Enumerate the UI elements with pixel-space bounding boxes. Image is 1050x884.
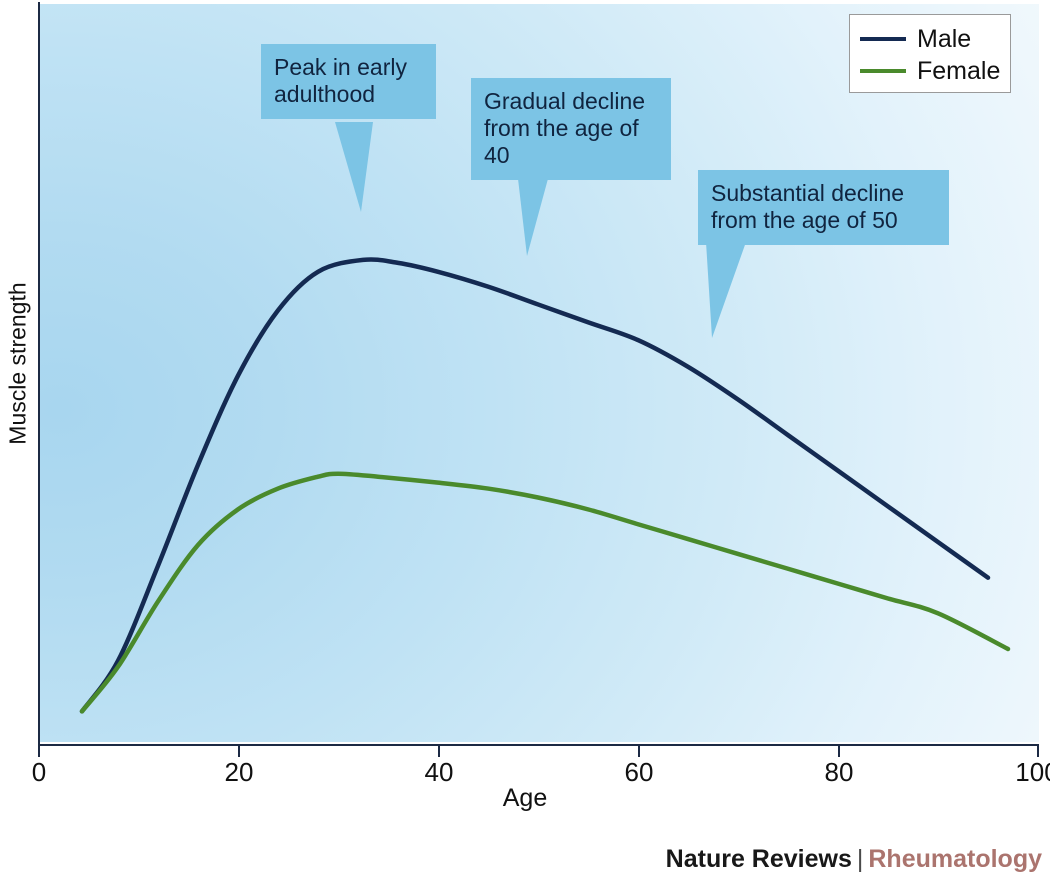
- x-tick-label-60: 60: [624, 757, 654, 787]
- callout-tail-3: [706, 242, 746, 338]
- x-axis-title: Age: [502, 784, 548, 812]
- annotation-line-1b: adulthood: [274, 80, 376, 107]
- legend-item-female: Female: [860, 55, 1000, 87]
- annotation-text-1: Peak in early adulthood: [261, 44, 436, 119]
- x-tick-mark-100: [1037, 746, 1039, 757]
- x-tick-mark-20: [238, 746, 240, 757]
- annotation-text-2: Gradual decline from the age of 40: [471, 78, 671, 180]
- footer-branding: Nature Reviews | Rheumatology: [666, 845, 1042, 874]
- x-axis-line: [38, 744, 1039, 746]
- legend: Male Female: [849, 14, 1011, 93]
- legend-item-male: Male: [860, 23, 1000, 55]
- annotation-line-3a: Substantial decline: [711, 180, 905, 206]
- annotation-text-3: Substantial decline from the age of 50: [698, 170, 949, 245]
- annotation-line-2b: from the age of 40: [484, 114, 639, 168]
- legend-label-male: Male: [917, 24, 972, 53]
- x-tick-label-0: 0: [31, 757, 47, 787]
- brand-separator: |: [856, 845, 864, 873]
- callout-tail-2: [515, 153, 555, 256]
- brand-name: Nature Reviews: [665, 845, 852, 873]
- annotation-substantial-decline: Substantial decline from the age of 50: [698, 170, 949, 338]
- x-tick-label-20: 20: [224, 757, 254, 787]
- legend-swatch-female: [860, 69, 906, 73]
- x-tick-label-80: 80: [824, 757, 854, 787]
- journal-name: Rheumatology: [868, 845, 1042, 873]
- x-tick-label-40: 40: [424, 757, 454, 787]
- x-tick-mark-80: [838, 746, 840, 757]
- annotation-gradual-decline: Gradual decline from the age of 40: [471, 78, 671, 256]
- x-tick-mark-60: [638, 746, 640, 757]
- callout-tail-1: [335, 122, 373, 212]
- annotation-line-1a: Peak in early: [274, 54, 407, 80]
- legend-swatch-male: [860, 37, 906, 41]
- annotation-peak-early-adulthood: Peak in early adulthood: [261, 44, 436, 212]
- x-tick-mark-0: [38, 746, 40, 757]
- annotation-line-3b: from the age of 50: [711, 206, 898, 233]
- x-tick-mark-40: [438, 746, 440, 757]
- annotation-line-2a: Gradual decline: [484, 88, 646, 114]
- x-tick-label-100: 100: [1015, 757, 1050, 787]
- legend-label-female: Female: [917, 56, 1001, 85]
- y-axis-title: Muscle strength: [4, 282, 31, 445]
- y-axis-line: [38, 2, 40, 746]
